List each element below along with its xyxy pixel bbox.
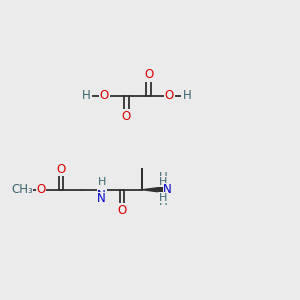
Text: H: H <box>98 177 106 188</box>
Text: O: O <box>56 163 66 176</box>
Text: O: O <box>122 110 131 123</box>
Text: H: H <box>159 193 167 203</box>
Text: H
N: H N <box>97 177 106 202</box>
Text: N: N <box>163 183 172 196</box>
Text: CH₃: CH₃ <box>11 183 33 196</box>
Text: O: O <box>100 89 109 102</box>
Text: H: H <box>159 177 167 187</box>
Polygon shape <box>142 187 163 192</box>
Text: O: O <box>164 89 174 102</box>
Text: O: O <box>144 68 153 81</box>
Text: O: O <box>117 204 127 217</box>
Text: H: H <box>82 89 91 102</box>
Text: N: N <box>97 192 106 205</box>
Text: H: H <box>182 89 191 102</box>
Text: H
N
H: H N H <box>159 171 167 208</box>
Text: O: O <box>36 183 46 196</box>
